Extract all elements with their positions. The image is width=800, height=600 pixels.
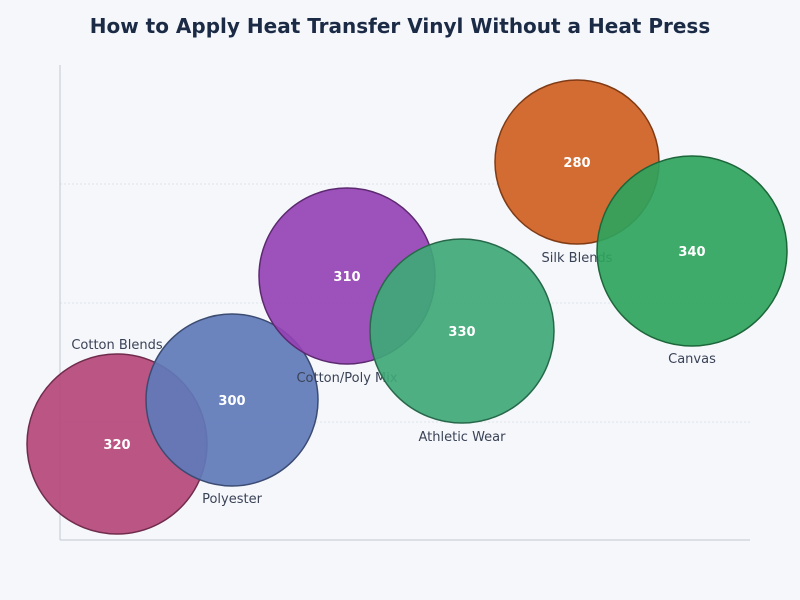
bubble-label-canvas: Canvas bbox=[668, 352, 716, 367]
bubble-value-cotton-blends: 320 bbox=[103, 438, 130, 453]
bubble-canvas[interactable] bbox=[596, 155, 788, 347]
bubble-value-athletic-wear: 330 bbox=[448, 325, 475, 340]
bubble-label-cotton-poly-mix: Cotton/Poly Mix bbox=[296, 371, 397, 386]
bubble-polyester[interactable] bbox=[145, 313, 319, 487]
bubble-athletic-wear[interactable] bbox=[369, 238, 555, 424]
bubble-value-canvas: 340 bbox=[678, 245, 705, 260]
bubble-label-cotton-blends: Cotton Blends bbox=[71, 338, 163, 353]
bubble-label-athletic-wear: Athletic Wear bbox=[418, 430, 506, 445]
bubble-label-polyester: Polyester bbox=[202, 492, 263, 507]
chart-title: How to Apply Heat Transfer Vinyl Without… bbox=[89, 14, 711, 38]
bubble-label-silk-blends: Silk Blends bbox=[542, 251, 613, 266]
bubble-value-cotton-poly-mix: 310 bbox=[333, 270, 360, 285]
bubble-value-silk-blends: 280 bbox=[563, 156, 590, 171]
bubble-value-polyester: 300 bbox=[218, 394, 245, 409]
bubble-layer: Cotton Blends 320 Polyester 300 Cotton/Poly … bbox=[26, 79, 788, 535]
